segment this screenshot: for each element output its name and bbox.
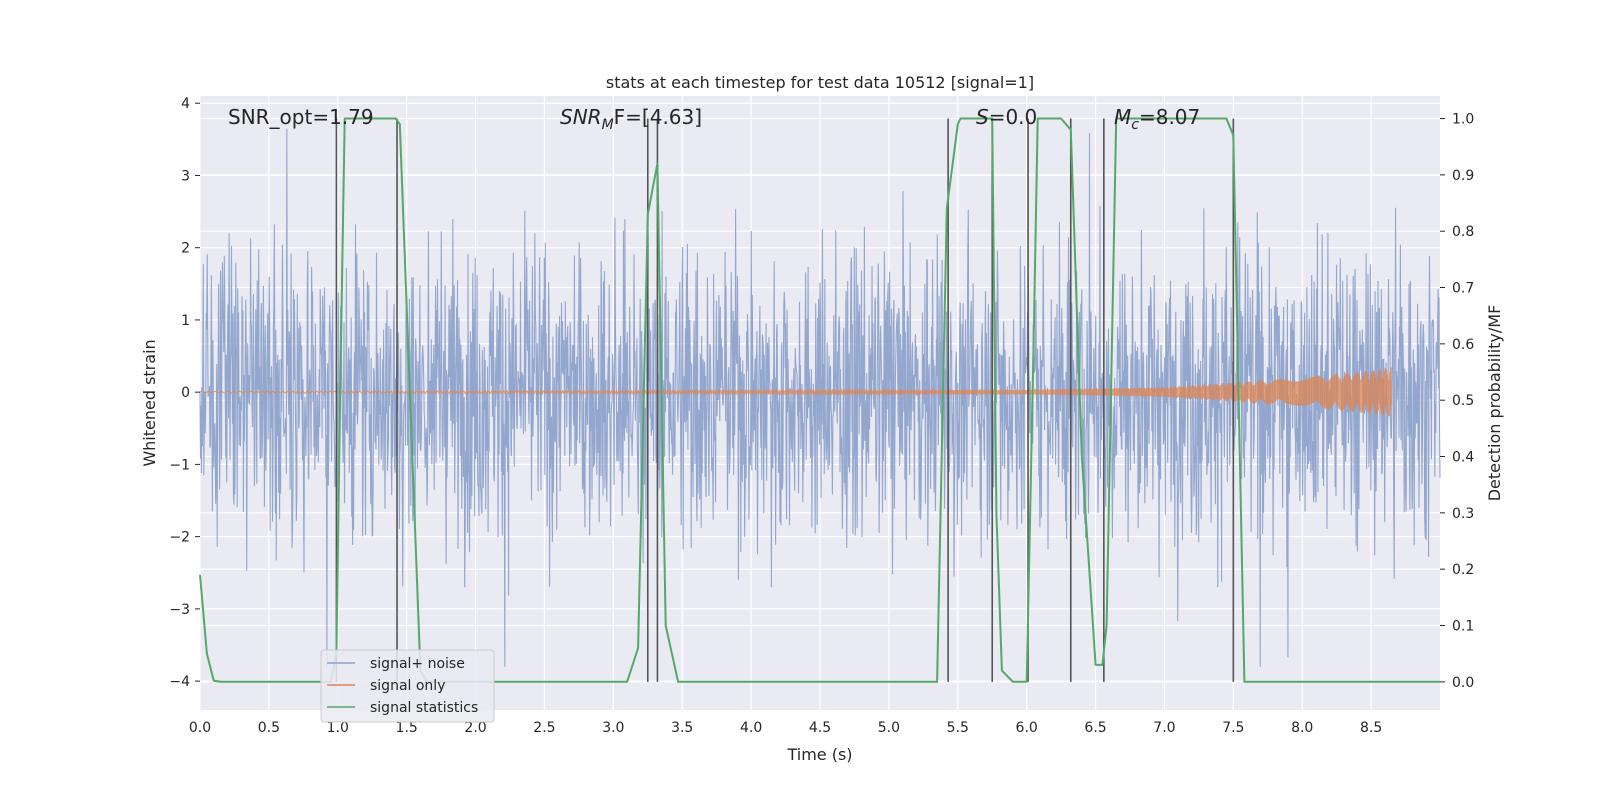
x-tick-label-5: 2.5 (533, 720, 555, 736)
legend-box (320, 649, 495, 723)
annotation-mc-sub: c (1131, 117, 1139, 133)
annotation-mc: Mc=8.07 (1114, 105, 1200, 133)
x-tick-label-14: 7.0 (1153, 720, 1175, 736)
y-axis-right-label: Detection probability/MF (1485, 305, 1504, 502)
annotation-snr-mf-rest: F=[4.63] (614, 105, 702, 129)
series-signal-only (199, 367, 1393, 417)
y-right-tick-label-5: 0.5 (1452, 393, 1474, 409)
x-tick-label-11: 5.5 (947, 720, 969, 736)
x-tick-label-7: 3.5 (671, 720, 693, 736)
y-axis-label: Whitened strain (140, 339, 159, 466)
x-tick-label-16: 8.0 (1291, 720, 1313, 736)
y-right-tick-label-7: 0.3 (1452, 506, 1474, 522)
x-tick-label-12: 6.0 (1016, 720, 1038, 736)
annotation-s-label: S (976, 105, 989, 129)
y-right-tick-label-8: 0.2 (1452, 562, 1474, 578)
x-tick-label-10: 5.0 (878, 720, 900, 736)
y-tick-label-1: 3 (181, 168, 190, 184)
chart-title: stats at each timestep for test data 105… (606, 73, 1034, 92)
y-tick-label-6: −2 (169, 530, 190, 546)
legend-label-signal-plus-noise: signal+ noise (370, 656, 465, 672)
annotation-snr-mf-base: SNR (560, 105, 602, 129)
y-tick-label-2: 2 (181, 241, 190, 257)
x-tick-label-0: 0.0 (189, 720, 211, 736)
y-right-tick-label-6: 0.4 (1452, 450, 1474, 466)
annotation-s: S=0.0 (976, 105, 1037, 129)
y-tick-label-8: −4 (169, 674, 190, 690)
x-tick-label-4: 2.0 (464, 720, 486, 736)
annotation-snr-opt: SNR_opt=1.79 (228, 105, 374, 129)
x-tick-label-15: 7.5 (1222, 720, 1244, 736)
x-tick-label-3: 1.5 (396, 720, 418, 736)
legend-label-signal-only: signal only (370, 678, 445, 694)
x-tick-label-9: 4.5 (809, 720, 831, 736)
y-right-tick-label-9: 0.1 (1452, 619, 1474, 635)
legend-label-signal-statistics: signal statistics (370, 700, 478, 716)
y-right-tick-label-1: 0.9 (1452, 168, 1474, 184)
x-tick-label-2: 1.0 (327, 720, 349, 736)
x-axis-ticks: 0.0 0.5 1.0 1.5 2.0 2.5 3.0 3.5 4.0 4.5 5.0 5.5 6.0 6… (189, 720, 1382, 736)
legend: signal+ noise signal only signal statist… (320, 649, 495, 723)
y-right-tick-label-10: 0.0 (1452, 675, 1474, 691)
y-right-tick-label-0: 1.0 (1452, 112, 1474, 128)
x-tick-label-17: 8.5 (1360, 720, 1382, 736)
y-right-tick-label-3: 0.7 (1452, 281, 1474, 297)
y-tick-label-7: −3 (169, 602, 190, 618)
x-tick-label-13: 6.5 (1084, 720, 1106, 736)
annotation-mc-base: M (1114, 105, 1131, 129)
x-axis-label: Time (s) (786, 745, 852, 764)
y-tick-label-4: 0 (181, 385, 190, 401)
signal-only-line (199, 367, 1393, 417)
x-tick-label-8: 4.0 (740, 720, 762, 736)
y-axis-ticks: 4 3 2 1 0 −1 −2 −3 −4 (169, 96, 200, 690)
series-signal-statistics (199, 117, 1440, 683)
y-tick-label-5: −1 (169, 457, 190, 473)
y-right-tick-label-4: 0.6 (1452, 337, 1474, 353)
y-axis-right-ticks: 1.0 0.9 0.8 0.7 0.6 0.5 0.4 0.3 0.2 0.1 0.0 (1440, 112, 1474, 691)
statistics-line (199, 117, 1440, 683)
annotation-mc-value: =8.07 (1139, 105, 1200, 129)
annotation-snr-mf-sub: M (602, 117, 614, 133)
y-tick-label-3: 1 (181, 313, 190, 329)
annotation-snr-mf: SNRMF=[4.63] (560, 105, 702, 133)
annotation-s-value: =0.0 (989, 105, 1038, 129)
x-tick-label-6: 3.0 (602, 720, 624, 736)
y-right-tick-label-2: 0.8 (1452, 224, 1474, 240)
x-tick-label-1: 0.5 (258, 720, 280, 736)
y-tick-label-0: 4 (181, 96, 190, 112)
